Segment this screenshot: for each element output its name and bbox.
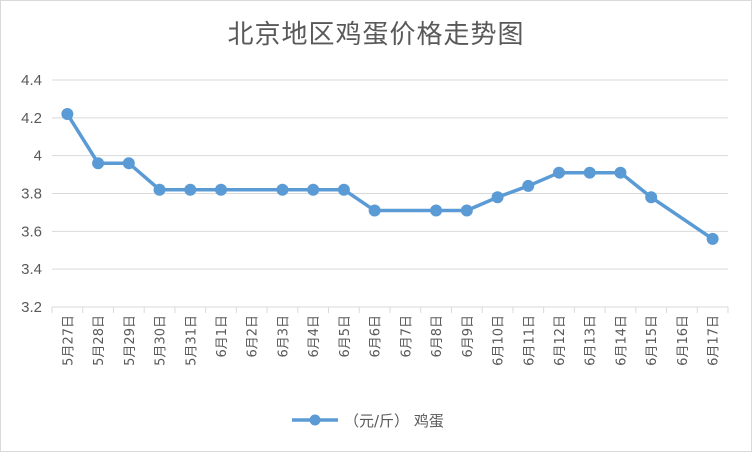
x-tick-label: 6月9日 — [461, 315, 476, 358]
x-tick-label: 6月8日 — [430, 315, 445, 358]
data-point — [337, 183, 350, 196]
data-point — [553, 166, 565, 179]
data-point — [215, 183, 227, 196]
data-point — [706, 232, 719, 245]
x-tick-label: 6月3日 — [276, 315, 291, 358]
data-point — [153, 183, 166, 196]
data-point — [645, 191, 658, 204]
x-tick-label: 6月11日 — [522, 315, 537, 366]
chart-title: 北京地区鸡蛋价格走势图 — [227, 20, 525, 50]
data-point — [61, 108, 74, 121]
x-tick-label: 6月10日 — [492, 315, 507, 366]
y-tick-label: 4.4 — [21, 72, 42, 89]
y-tick-label: 3.8 — [21, 186, 42, 203]
x-tick-label: 6月7日 — [399, 315, 414, 358]
x-tick-label: 6月12日 — [553, 315, 568, 366]
data-point — [184, 183, 197, 196]
data-point — [614, 166, 627, 179]
y-tick-label: 3.4 — [21, 261, 42, 278]
x-tick-label: 6月6日 — [369, 315, 384, 358]
x-tick-label: 6月13日 — [584, 315, 599, 366]
x-tick-label: 6月17日 — [707, 315, 722, 366]
data-point — [368, 204, 381, 217]
x-tick-label: 5月31日 — [184, 315, 199, 366]
data-point — [430, 204, 443, 217]
y-tick-label: 4.2 — [21, 110, 42, 127]
x-tick-label: 6月14日 — [614, 315, 629, 366]
data-point — [460, 204, 473, 217]
data-point — [522, 179, 535, 192]
x-tick-label: 5月28日 — [92, 315, 107, 366]
y-tick-label: 3.6 — [21, 223, 42, 240]
x-tick-label: 6月15日 — [645, 315, 660, 366]
x-tick-label: 6月1日 — [215, 315, 230, 358]
x-tick-label: 5月27日 — [61, 315, 76, 366]
x-tick-label: 5月30日 — [154, 315, 169, 366]
data-point — [122, 157, 135, 170]
x-tick-label: 6月16日 — [676, 315, 691, 366]
x-tick-label: 6月5日 — [338, 315, 353, 358]
data-point — [307, 183, 320, 196]
y-tick-label: 4 — [34, 148, 42, 165]
x-tick-label: 6月4日 — [307, 315, 322, 358]
x-tick-label: 6月2日 — [246, 315, 261, 358]
data-point — [491, 191, 504, 204]
data-point — [92, 157, 105, 170]
y-tick-label: 3.2 — [21, 299, 42, 316]
x-tick-label: 5月29日 — [123, 315, 138, 366]
legend-marker — [309, 414, 321, 426]
legend-label: （元/斤） 鸡蛋 — [344, 412, 444, 430]
data-point — [276, 183, 289, 196]
data-point — [583, 166, 596, 179]
